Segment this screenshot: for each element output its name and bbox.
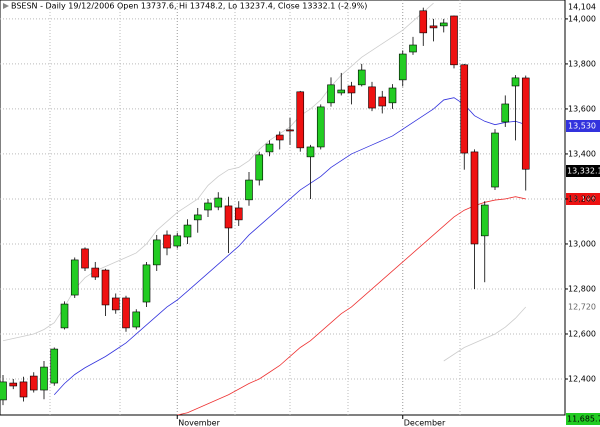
candle-body bbox=[111, 297, 120, 311]
candle-body bbox=[224, 205, 233, 229]
candle-body bbox=[142, 264, 151, 303]
tag-bg bbox=[566, 193, 600, 205]
candle-body bbox=[122, 297, 130, 329]
candle-body bbox=[265, 143, 274, 153]
title-icon bbox=[3, 3, 9, 9]
candle-body bbox=[521, 77, 530, 170]
y-tick-label: 13,600 bbox=[568, 104, 596, 113]
indicator-line bbox=[443, 306, 527, 362]
candle-body bbox=[9, 382, 18, 387]
candle-body bbox=[234, 207, 243, 221]
x-tick-label: November bbox=[178, 419, 220, 427]
y-tick-label: 13,000 bbox=[568, 239, 596, 248]
candle-body bbox=[81, 248, 89, 269]
candle-body bbox=[306, 146, 315, 158]
candle-body bbox=[40, 366, 48, 391]
indicator-line bbox=[53, 97, 526, 396]
plot-frame bbox=[0, 0, 566, 416]
price-tag: 11,685.7 bbox=[567, 415, 600, 424]
candle-body bbox=[275, 134, 284, 141]
candle-body bbox=[460, 64, 469, 154]
candle-body bbox=[29, 375, 38, 391]
price-tag: 13,530 bbox=[568, 122, 596, 131]
y-tick-label: 13,400 bbox=[568, 149, 596, 158]
candle-body bbox=[91, 267, 100, 278]
candle-body bbox=[470, 151, 479, 245]
candle-body bbox=[409, 44, 417, 53]
price-tag: 13,196 bbox=[568, 195, 596, 204]
candle-body bbox=[101, 269, 110, 306]
candle-body bbox=[501, 103, 510, 123]
tag-bg bbox=[566, 413, 600, 425]
candle-body bbox=[60, 303, 69, 329]
candle-body bbox=[204, 202, 212, 211]
candle-body bbox=[245, 179, 253, 201]
candle-body bbox=[337, 89, 346, 94]
candle-body bbox=[368, 86, 376, 109]
candle-body bbox=[255, 154, 264, 181]
y-tick-label: 12,400 bbox=[568, 374, 596, 383]
candle-body bbox=[0, 381, 7, 401]
tag-bg bbox=[566, 120, 600, 132]
candle-body bbox=[50, 348, 59, 384]
candle-body bbox=[419, 10, 428, 34]
candle-body bbox=[480, 204, 489, 237]
candle-body bbox=[450, 15, 458, 66]
tag-bg bbox=[566, 2, 600, 12]
candle-body bbox=[378, 96, 387, 107]
tag-bg bbox=[566, 165, 600, 177]
candle-body bbox=[163, 234, 171, 249]
candle-body bbox=[214, 197, 223, 208]
y-tick-label: 13,200 bbox=[568, 194, 596, 203]
candle-body bbox=[439, 22, 448, 27]
y-tick-label: 13,800 bbox=[568, 59, 596, 68]
candle-body bbox=[357, 69, 366, 86]
candle-body bbox=[173, 235, 182, 247]
candle-body bbox=[511, 77, 520, 87]
candle-body bbox=[132, 311, 141, 328]
candle-body bbox=[152, 239, 161, 266]
y-tick-label: 14,000 bbox=[568, 14, 596, 23]
y-tick-label: 12,600 bbox=[568, 329, 596, 338]
price-tag: 13,332.1 bbox=[567, 167, 600, 176]
candle-body bbox=[388, 87, 397, 104]
candle-body bbox=[70, 259, 79, 296]
candle-body bbox=[193, 214, 202, 221]
candle-body bbox=[286, 129, 294, 132]
candle-body bbox=[183, 224, 192, 238]
candle-body bbox=[316, 106, 325, 148]
candle-body bbox=[296, 91, 305, 149]
price-tag: 14,104 bbox=[568, 3, 596, 12]
chart-title: BSESN - Daily 19/12/2006 Open 13737.6, H… bbox=[11, 2, 367, 11]
candle-body bbox=[491, 132, 499, 188]
candle-body bbox=[398, 53, 407, 81]
candle-body bbox=[429, 25, 438, 29]
indicator-line bbox=[177, 196, 526, 415]
candle-body bbox=[327, 84, 335, 104]
y-tick-label: 12,800 bbox=[568, 284, 596, 293]
candle-body bbox=[347, 85, 356, 94]
price-tag: 12,720 bbox=[568, 303, 596, 312]
candle-body bbox=[19, 381, 28, 398]
x-tick-label: December bbox=[404, 419, 446, 427]
